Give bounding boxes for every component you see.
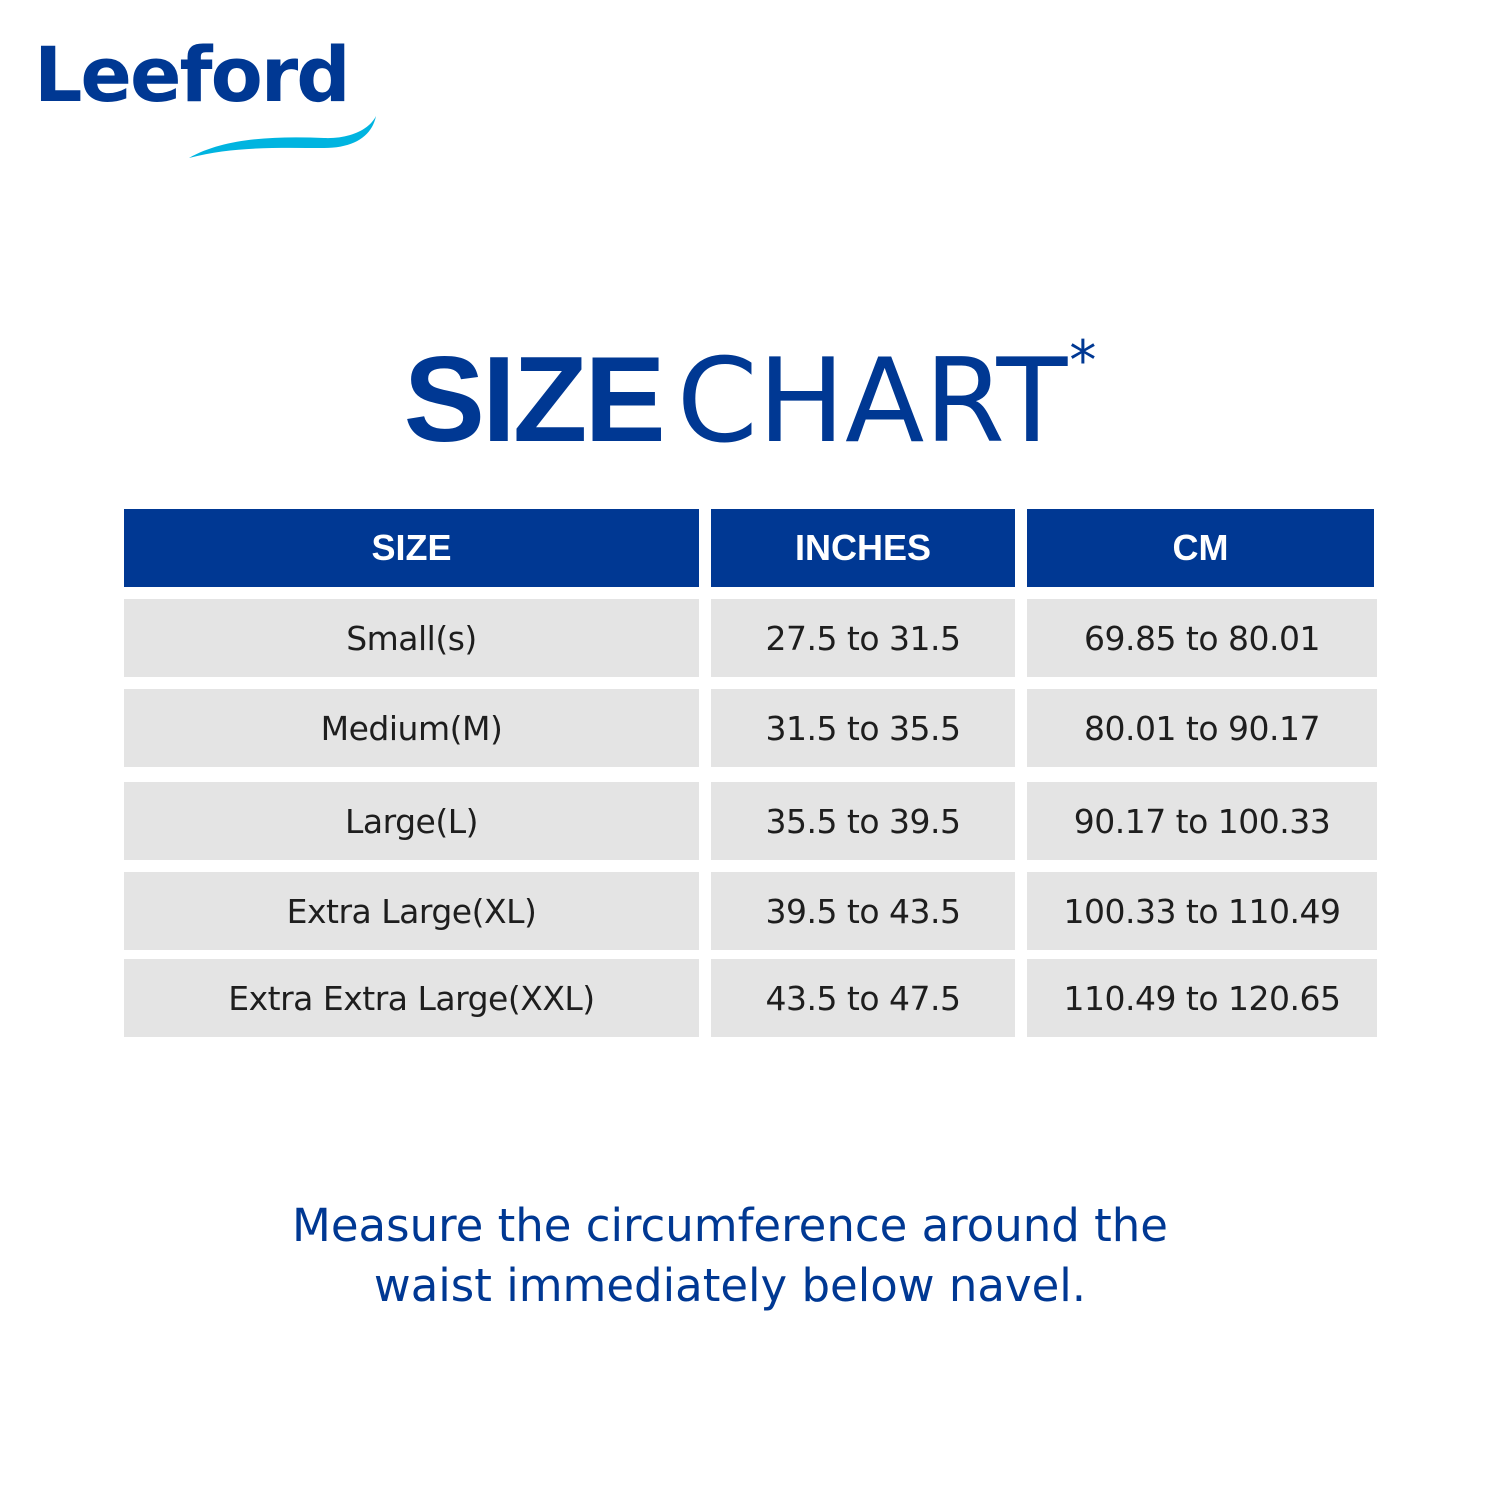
cell-inches: 43.5 to 47.5 [711, 959, 1015, 1037]
cell-cm: 110.49 to 120.65 [1027, 959, 1377, 1037]
cell-cm: 90.17 to 100.33 [1027, 782, 1377, 860]
cell-inches: 39.5 to 43.5 [711, 872, 1015, 950]
note-line-1: Measure the circumference around the [292, 1199, 1168, 1252]
cell-inches: 35.5 to 39.5 [711, 782, 1015, 860]
brand-logo: Leeford [34, 30, 376, 158]
page-title: SIZE CHART* [0, 296, 1500, 467]
measurement-note: Measure the circumference around the wai… [0, 1196, 1460, 1316]
header-inches: INCHES [711, 509, 1015, 587]
title-bold-word: SIZE [403, 331, 666, 467]
header-size: SIZE [124, 509, 699, 587]
brand-name: Leeford [34, 30, 351, 119]
header-cm: CM [1027, 509, 1374, 587]
cell-inches: 31.5 to 35.5 [711, 689, 1015, 767]
note-line-2: waist immediately below navel. [373, 1259, 1087, 1312]
title-light-word: CHART [676, 334, 1068, 469]
wave-swoosh-icon [189, 116, 376, 158]
cell-size: Medium(M) [124, 689, 699, 767]
cell-inches: 27.5 to 31.5 [711, 599, 1015, 677]
title-asterisk: * [1069, 329, 1097, 392]
cell-cm: 100.33 to 110.49 [1027, 872, 1377, 950]
cell-cm: 69.85 to 80.01 [1027, 599, 1377, 677]
cell-size: Small(s) [124, 599, 699, 677]
cell-cm: 80.01 to 90.17 [1027, 689, 1377, 767]
cell-size: Extra Large(XL) [124, 872, 699, 950]
cell-size: Large(L) [124, 782, 699, 860]
cell-size: Extra Extra Large(XXL) [124, 959, 699, 1037]
